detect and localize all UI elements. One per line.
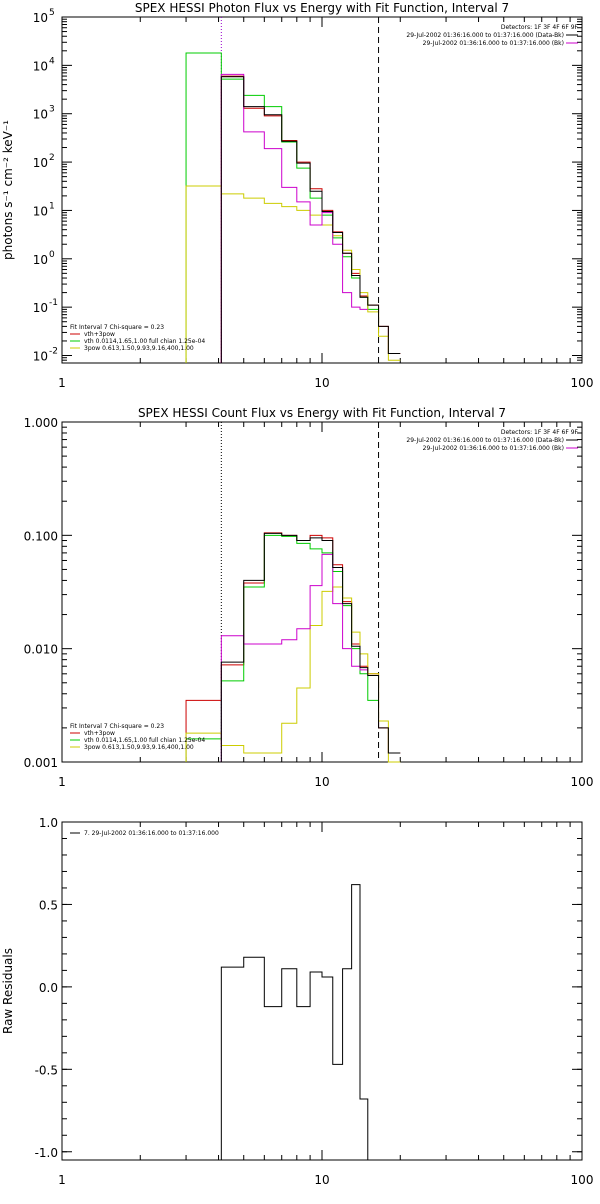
y-tick-label: 10 <box>33 253 48 267</box>
y-tick-label: 10 <box>33 204 48 218</box>
legend-detectors: Detectors: 1F 3F 4F 6F 9F <box>501 24 579 31</box>
series-histogram-1 <box>220 75 401 363</box>
x-tick-label: 100 <box>571 1173 594 1187</box>
x-tick-label: 1 <box>58 1173 66 1187</box>
x-tick-label: 100 <box>571 376 594 390</box>
y-tick-label: 0.001 <box>24 756 58 770</box>
y-tick-exponent: -1 <box>49 298 58 308</box>
legend-entry: 29-Jul-2002 01:36:16.000 to 01:37:16.000… <box>423 40 564 47</box>
y-tick-label: -1.0 <box>35 1146 58 1160</box>
y-tick-label: -0.5 <box>35 1063 58 1077</box>
chart-panel-2: SPEX HESSI Count Flux vs Energy with Fit… <box>24 406 594 789</box>
legend-entry: 29-Jul-2002 01:36:16.000 to 01:37:16.000… <box>423 445 564 452</box>
y-tick-label: 10 <box>33 301 48 315</box>
chart-title: SPEX HESSI Count Flux vs Energy with Fit… <box>138 406 506 420</box>
legend-entry: vth+3pow <box>84 730 115 737</box>
y-tick-label: 10 <box>33 108 48 122</box>
legend-entry: vth 0.0114,1.65,1.00 full chian 1.25e-04 <box>84 737 205 744</box>
series-histogram-1 <box>185 532 401 762</box>
series-histogram-4 <box>220 73 368 363</box>
legend-entry: 3pow 0.613,1.50,9.93,9.16,400,1.00 <box>84 345 194 352</box>
series-histogram-2 <box>185 52 379 363</box>
series-histogram-3 <box>185 185 401 363</box>
series-histogram-4 <box>220 553 368 762</box>
y-tick-label: 0.5 <box>39 898 58 912</box>
y-tick-label: 1.0 <box>39 816 58 830</box>
y-tick-label: 0.0 <box>39 981 58 995</box>
series-histogram-1 <box>220 884 379 1161</box>
y-tick-label: 0.100 <box>24 529 58 543</box>
x-tick-label: 10 <box>314 376 329 390</box>
y-axis-label: photons s⁻¹ cm⁻² keV⁻¹ <box>1 120 15 260</box>
legend-entry: vth+3pow <box>84 331 115 338</box>
y-tick-label: 10 <box>33 350 48 364</box>
y-tick-exponent: -2 <box>49 347 58 357</box>
chart-panel-3: 1 10 100 -1.0 -0.5 0.0 0.5 1.0 Raw Residuals 7. 2… <box>1 816 593 1187</box>
y-tick-label: 1.000 <box>24 416 58 430</box>
x-tick-label: 1 <box>58 376 66 390</box>
legend-fit-header: Fit Interval 7 Chi-square = 0.23 <box>70 324 164 331</box>
y-tick-label: 10 <box>33 59 48 73</box>
x-tick-label: 10 <box>314 775 329 789</box>
chart-panel-1: SPEX HESSI Photon Flux vs Energy with Fi… <box>1 1 593 390</box>
legend-entry: 29-Jul-2002 01:36:16.000 to 01:37:16.000… <box>406 437 564 444</box>
legend-detectors: Detectors: 1F 3F 4F 6F 9F <box>501 429 579 436</box>
y-tick-label: 10 <box>33 156 48 170</box>
y-tick-exponent: 5 <box>49 8 55 18</box>
y-tick-exponent: 2 <box>49 153 55 163</box>
legend-entry: 7. 29-Jul-2002 01:36:16.000 to 01:37:16.… <box>84 830 219 837</box>
x-tick-label: 1 <box>58 775 66 789</box>
plot-frame <box>61 821 583 1161</box>
series-histogram-3 <box>185 586 401 763</box>
y-tick-label: 10 <box>33 11 48 25</box>
legend-entry: 3pow 0.613,1.50,9.93,9.16,400,1.00 <box>84 744 194 751</box>
y-tick-exponent: 4 <box>49 56 55 66</box>
chart-title: SPEX HESSI Photon Flux vs Energy with Fi… <box>135 1 509 15</box>
legend-fit-header: Fit Interval 7 Chi-square = 0.23 <box>70 723 164 730</box>
y-tick-exponent: 1 <box>49 201 55 211</box>
series-histogram-5 <box>220 532 401 762</box>
y-tick-exponent: 0 <box>49 250 55 260</box>
x-tick-label: 10 <box>314 1173 329 1187</box>
y-axis-label: Raw Residuals <box>1 948 15 1034</box>
y-tick-exponent: 3 <box>49 105 55 115</box>
legend-entry: 29-Jul-2002 01:36:16.000 to 01:37:16.000… <box>406 32 564 39</box>
y-tick-label: 0.010 <box>24 643 58 657</box>
x-tick-label: 100 <box>571 775 594 789</box>
legend-entry: vth 0.0114,1.65,1.00 full chian 1.25e-04 <box>84 338 205 345</box>
series-histogram-5 <box>220 76 401 363</box>
